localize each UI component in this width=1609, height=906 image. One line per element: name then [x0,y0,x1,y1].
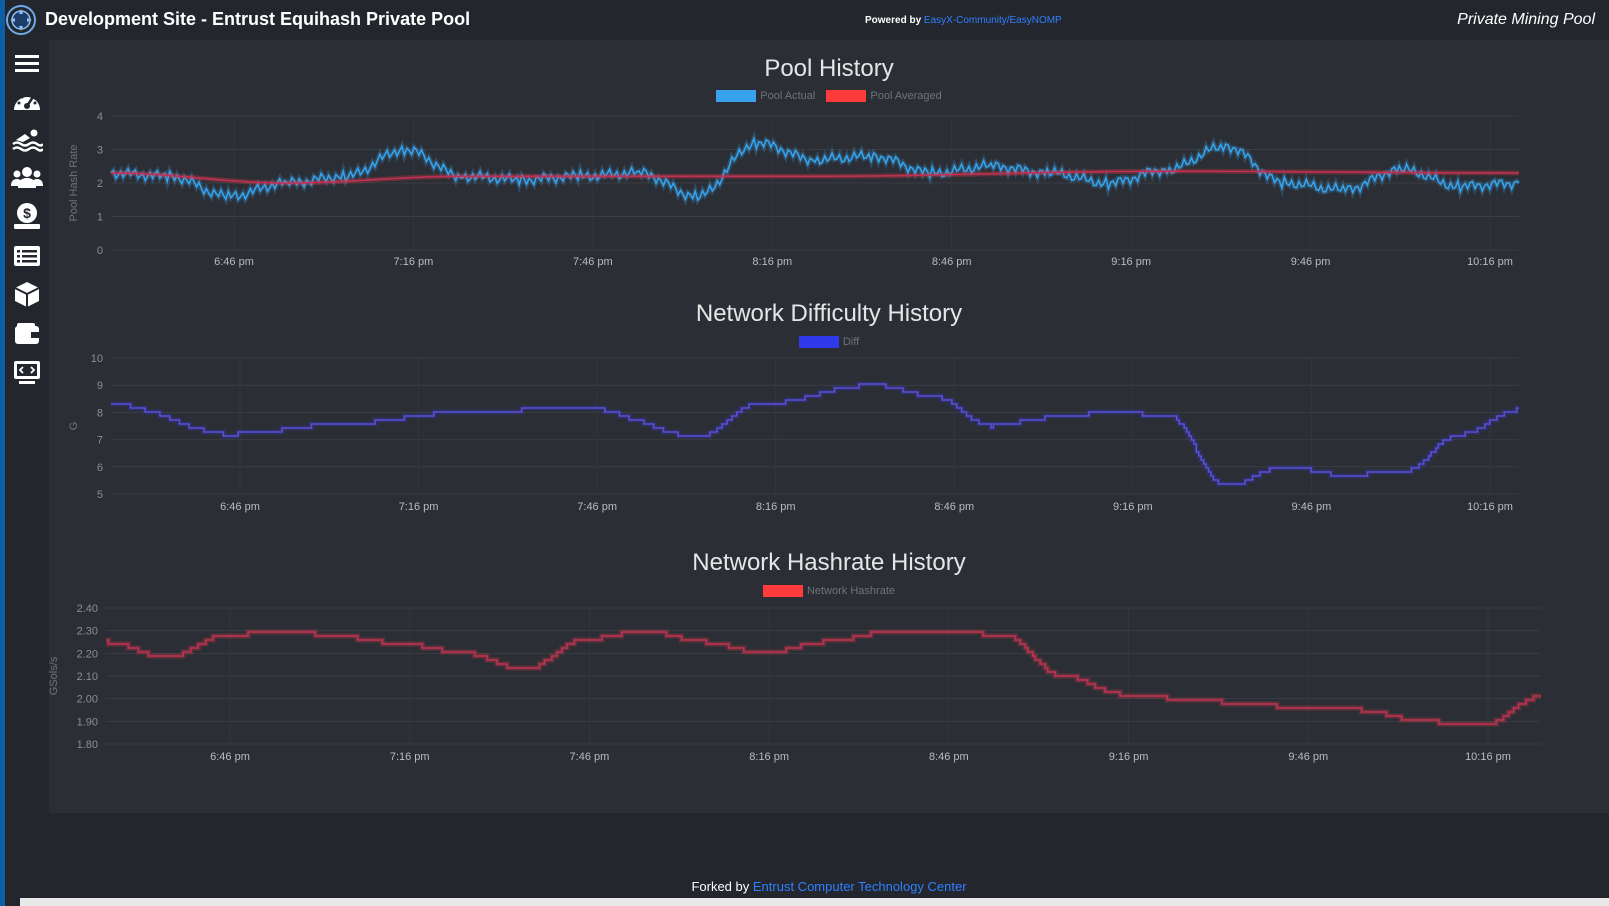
legend-item-pool-actual[interactable]: Pool Actual [716,90,815,102]
blocks-cube-icon[interactable] [11,280,43,308]
x-tick-label: 9:46 pm [1292,501,1332,513]
difficulty-history-chart[interactable]: 5 6 7 8 9 10 6:46 pm 7:16 pm 7:46 pm 8:16 pm 8:46 … [49,352,1609,524]
y-tick-label: 7 [97,435,103,447]
y-tick-label: 4 [97,111,103,123]
list-icon[interactable] [11,242,43,270]
legend-item-network-hashrate[interactable]: Network Hashrate [762,585,896,597]
series-line-network-hashrate[interactable] [106,631,1541,725]
y-tick-label: 1.80 [77,739,98,751]
series-line-pool-averaged[interactable] [111,170,1520,184]
x-tick-label: 7:16 pm [390,751,430,763]
y-tick-label: 2.10 [77,671,98,683]
y-tick-label: 1 [97,212,103,224]
sidebar: $ [5,40,49,906]
legend-label-network-hashrate: Network Hashrate [806,585,896,597]
y-axis-label: Pool Hash Rate [68,144,80,221]
x-tick-label: 10:16 pm [1465,751,1511,763]
x-tick-label: 7:46 pm [577,501,617,513]
difficulty-history-legend: Diff [49,336,1609,351]
series-line-glow-network-hashrate [106,629,1541,727]
entrust-link[interactable]: Entrust Computer Technology Center [752,879,967,894]
api-screen-icon[interactable] [11,358,43,386]
pool-logo-icon[interactable] [5,4,37,36]
pool-history-legend: Pool Actual Pool Averaged [49,90,1609,105]
legend-label-diff: Diff [842,336,860,348]
x-tick-label: 8:46 pm [929,751,969,763]
y-tick-label: 0 [97,245,103,257]
pool-history-chart[interactable]: 0 1 2 3 4 6:46 pm 7:16 pm 7:46 pm 8:16 pm 8:46 pm… [49,108,1609,280]
y-axis-label: GSols/s [49,656,60,695]
legend-item-diff[interactable]: Diff [798,336,860,348]
x-tick-label: 7:46 pm [573,256,613,268]
dashboard-gauge-icon[interactable] [11,88,43,116]
x-tick-label: 6:46 pm [214,256,254,268]
payments-money-icon[interactable]: $ [11,202,43,230]
series-line-diff[interactable] [111,383,1519,485]
x-tick-label: 8:16 pm [749,751,789,763]
powered-by-label: Powered by [865,15,922,26]
site-title[interactable]: Development Site - Entrust Equihash Priv… [45,9,471,29]
legend-swatch-pool-averaged [826,90,867,102]
brand-label: Private Mining Pool [1457,11,1595,28]
hashrate-history-title: Network Hashrate History [692,549,966,576]
pools-swimmer-icon[interactable] [11,126,43,154]
footer-credit: Forked by Entrust Computer Technology Ce… [49,879,1609,894]
legend-item-pool-averaged[interactable]: Pool Averaged [826,90,942,102]
y-tick-label: 3 [97,145,103,157]
x-tick-label: 9:16 pm [1113,501,1153,513]
miners-users-icon[interactable] [11,164,43,192]
hashrate-history-legend: Network Hashrate [49,585,1609,600]
x-tick-label: 7:16 pm [399,501,439,513]
wallet-icon[interactable] [11,320,43,348]
svg-text:$: $ [23,205,31,221]
legend-label-pool-actual: Pool Actual [760,90,816,102]
x-tick-label: 9:46 pm [1291,256,1331,268]
x-tick-label: 7:46 pm [570,751,610,763]
x-tick-label: 8:46 pm [932,256,972,268]
x-tick-label: 10:16 pm [1467,256,1513,268]
y-axis-label: G [68,422,80,431]
y-tick-label: 5 [97,489,103,501]
desktop-background-strip [0,0,5,906]
powered-by: Powered by EasyX-Community/EasyNOMP [865,15,1062,26]
y-tick-label: 10 [91,353,103,365]
footer: Forked by Entrust Computer Technology Ce… [49,813,1609,906]
y-tick-label: 2.20 [77,648,98,660]
pool-history-title: Pool History [764,55,894,82]
menu-icon[interactable] [11,50,43,78]
easynomp-link[interactable]: EasyX-Community/EasyNOMP [923,15,1062,26]
y-tick-label: 1.90 [77,716,98,728]
x-tick-label: 7:16 pm [394,256,434,268]
legend-swatch-pool-actual [716,90,757,102]
legend-label-pool-averaged: Pool Averaged [870,90,942,102]
y-tick-label: 2.40 [77,603,98,615]
x-tick-label: 8:46 pm [934,501,974,513]
x-tick-label: 9:16 pm [1111,256,1151,268]
legend-swatch-diff [798,336,839,348]
y-tick-label: 2 [97,178,103,190]
hashrate-history-chart[interactable]: 1.80 1.90 2.00 2.10 2.20 2.30 2.40 6:46 pm 7:16 … [49,600,1609,775]
x-tick-label: 9:16 pm [1109,751,1149,763]
x-tick-label: 6:46 pm [210,751,250,763]
x-tick-label: 8:16 pm [756,501,796,513]
series-line-glow-diff [111,381,1520,487]
y-tick-label: 2.30 [77,626,98,638]
x-tick-label: 9:46 pm [1288,751,1328,763]
main-content: Pool History Pool Actual Pool Averaged 0… [49,40,1609,813]
top-header: Development Site - Entrust Equihash Priv… [5,0,1609,40]
y-tick-label: 8 [97,407,103,419]
y-tick-label: 2.00 [77,694,98,706]
horizontal-scrollbar[interactable] [20,898,1609,906]
footer-prefix: Forked by [691,879,750,894]
difficulty-history-title: Network Difficulty History [695,300,963,327]
x-tick-label: 10:16 pm [1467,501,1513,513]
y-tick-label: 6 [97,462,103,474]
x-tick-label: 8:16 pm [752,256,792,268]
legend-swatch-network-hashrate [762,585,803,597]
y-tick-label: 9 [97,380,103,392]
x-tick-label: 6:46 pm [220,501,260,513]
